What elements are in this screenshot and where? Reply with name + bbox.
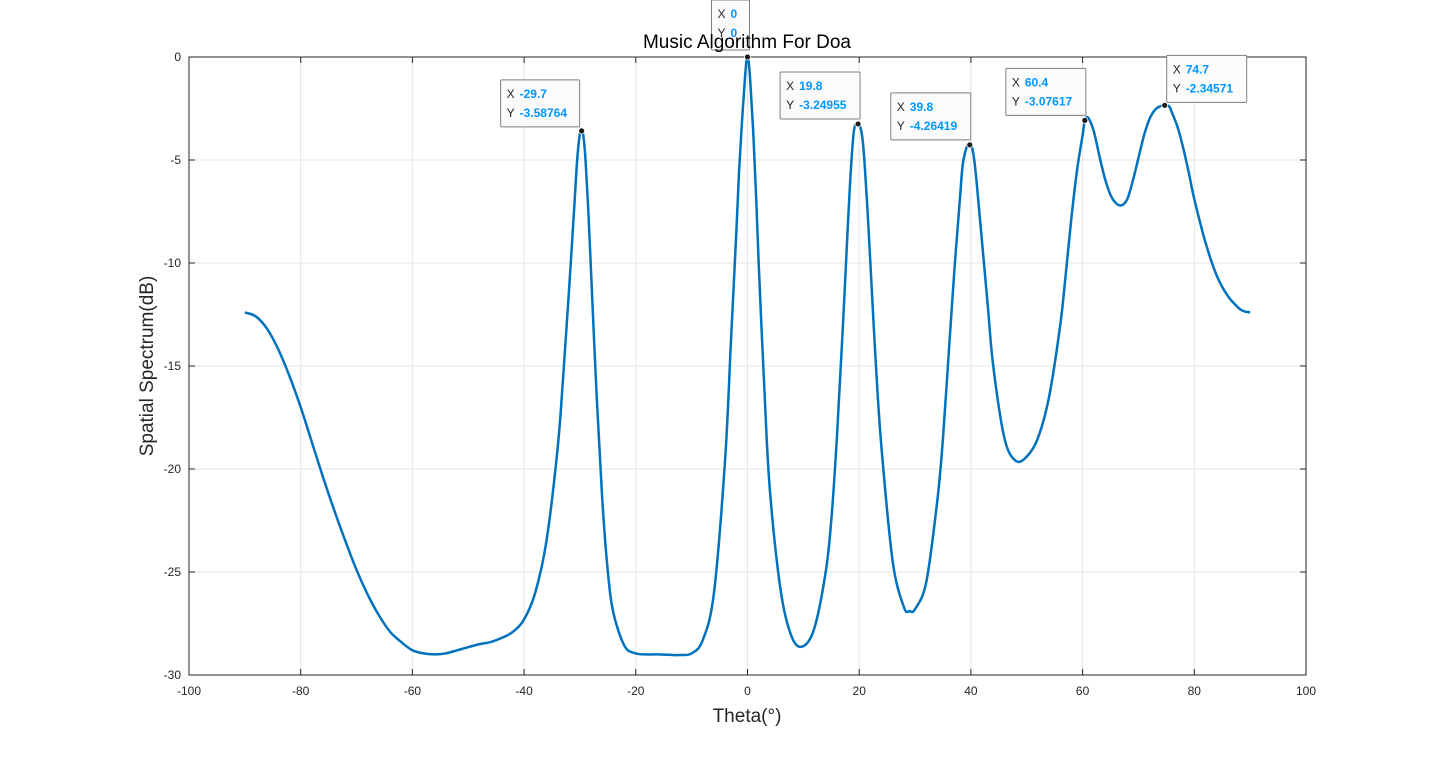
datatip-marker [578,127,586,135]
x-tick-label: -40 [515,684,533,698]
spectrum-line [244,55,1251,657]
datatip-x-value: 39.8 [910,100,934,114]
datatip-y-value: 0 [731,26,738,40]
y-tick-label: -10 [164,256,182,270]
datatip-y-key: Y [718,26,726,40]
datatip-y-value: -3.07617 [1025,94,1073,108]
x-tick-label: -80 [292,684,310,698]
datatip-y-value: -4.26419 [910,119,958,133]
x-tick-label: 100 [1296,684,1316,698]
x-tick-label: 80 [1188,684,1202,698]
x-tick-label: 20 [853,684,867,698]
datatip-x-key: X [1012,75,1020,89]
datatip-box [500,79,581,128]
datatip-x-key: X [1173,62,1181,76]
datatip-x-key: X [786,79,794,93]
datatip-marker [1161,101,1169,109]
y-tick-label: -20 [164,462,182,476]
datatip-y-key: Y [1173,81,1181,95]
datatip-marker [966,141,974,149]
datatip[interactable]: X 60.4 Y -3.07617 [1005,67,1089,124]
datatip-box [1005,67,1087,116]
chart-title: Music Algorithm For Doa [643,32,851,53]
datatip[interactable]: X 39.8 Y -4.26419 [890,92,974,149]
datatip-x-value: 19.8 [799,79,823,93]
datatip[interactable]: X 19.8 Y -3.24955 [779,71,862,128]
datatip-y-key: Y [1012,94,1020,108]
datatip-x-key: X [507,87,515,101]
x-axis-label: Theta(°) [713,706,782,727]
x-tick-label: 0 [744,684,751,698]
datatip-y-key: Y [897,119,905,133]
x-tick-labels: -100 -80 -60 -40 -20 0 20 40 60 80 100 [177,684,1316,698]
datatip-x-key: X [897,100,905,114]
datatip-box [779,71,861,120]
datatip-y-value: -3.24955 [799,98,847,112]
datatip-marker [854,120,862,128]
x-tick-label: 60 [1076,684,1090,698]
x-tick-label: -20 [627,684,645,698]
y-tick-label: -15 [164,359,182,373]
datatip[interactable]: X 74.7 Y -2.34571 [1161,54,1248,109]
datatip-y-key: Y [786,98,794,112]
datatip-x-key: X [718,7,726,21]
x-tick-label: -100 [177,684,201,698]
x-tick-label: -60 [404,684,422,698]
y-tick-labels: 0 -5 -10 -15 -20 -25 -30 [164,50,182,682]
datatip-y-key: Y [507,106,515,120]
datatip-marker [744,53,751,61]
datatip-marker [1081,116,1089,124]
datatip-x-value: 74.7 [1186,62,1210,76]
y-tick-label: 0 [174,50,181,64]
datatip[interactable]: X 0Y 0 [711,0,751,61]
datatip[interactable]: X -29.7 Y -3.58764 [500,79,586,135]
datatip-x-value: 0 [731,7,738,21]
datatip-box [711,0,750,51]
y-tick-label: -25 [164,565,182,579]
datatip-y-value: -3.58764 [520,106,568,120]
datatip-box [1166,54,1248,103]
y-tick-label: -5 [170,153,181,167]
datatip-x-value: 60.4 [1025,75,1049,89]
datatip-x-value: -29.7 [520,87,548,101]
x-tick-label: 40 [964,684,978,698]
y-tick-label: -30 [164,668,182,682]
y-axis-label: Spatial Spectrum(dB) [137,276,158,457]
datatip-box [890,92,972,141]
series-layer [244,55,1251,657]
datatip-y-value: -2.34571 [1186,81,1234,95]
